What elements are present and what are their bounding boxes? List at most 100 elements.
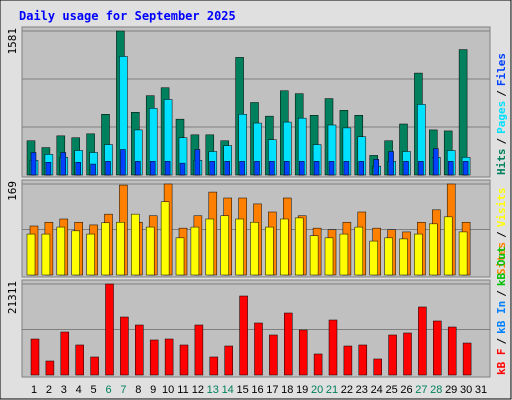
bar — [280, 218, 289, 276]
x-tick-label: 2 — [46, 384, 52, 396]
x-tick-label: 28 — [430, 384, 442, 396]
x-tick-label: 15 — [236, 384, 248, 396]
legend-entry: Pages — [495, 101, 508, 134]
bar — [284, 312, 293, 376]
x-tick-label: 13 — [207, 384, 219, 396]
legend-separator: / — [495, 231, 508, 238]
bar — [26, 233, 36, 276]
bar — [433, 320, 442, 376]
bar — [120, 149, 126, 176]
bar — [265, 226, 274, 276]
bar — [179, 162, 186, 176]
bar — [160, 201, 170, 276]
bar — [224, 161, 230, 176]
bar — [339, 233, 349, 276]
y-tick-label: 169 — [6, 181, 19, 201]
bar — [101, 222, 110, 276]
bar — [75, 161, 81, 176]
bar — [250, 221, 259, 276]
bar — [324, 237, 334, 276]
bar — [388, 334, 397, 376]
legend-entry: kB In — [495, 301, 508, 334]
x-tick-label: 7 — [120, 384, 126, 396]
bar — [220, 215, 229, 276]
bar — [294, 217, 304, 276]
bar — [309, 235, 319, 276]
x-tick-label: 21 — [326, 384, 338, 396]
x-tick-label: 6 — [105, 384, 111, 396]
bar — [369, 240, 378, 276]
bar — [209, 356, 219, 376]
bar — [30, 152, 37, 176]
bar — [131, 213, 140, 276]
bar — [45, 360, 55, 376]
bar — [373, 358, 382, 376]
bar — [358, 344, 368, 376]
bar — [71, 230, 80, 276]
y-tick-label: 21311 — [6, 281, 19, 314]
x-tick-label: 31 — [475, 384, 487, 396]
x-tick-label: 11 — [177, 384, 188, 396]
bar — [429, 223, 438, 276]
bar — [145, 226, 155, 276]
bar — [418, 161, 424, 176]
x-tick-label: 18 — [281, 384, 293, 396]
bar — [235, 218, 244, 276]
bar — [41, 233, 51, 276]
bar — [313, 161, 320, 176]
x-tick-label: 5 — [91, 384, 97, 396]
bar — [45, 161, 52, 176]
x-tick-label: 29 — [445, 384, 457, 396]
x-tick-label: 16 — [251, 384, 263, 396]
bar — [75, 344, 84, 376]
x-tick-label: 10 — [162, 384, 174, 396]
bar — [60, 331, 70, 376]
legend-separator: / — [495, 290, 508, 297]
legend-entry: Visits — [495, 188, 508, 228]
bar — [164, 338, 174, 376]
bar — [135, 161, 141, 176]
bar — [328, 161, 335, 176]
legend-separator: / — [495, 338, 508, 345]
bar — [224, 345, 233, 376]
x-tick-label: 27 — [415, 384, 427, 396]
bar — [105, 161, 111, 176]
x-tick-label: 20 — [311, 384, 323, 396]
legend: Sites / Visits — [495, 188, 508, 276]
bar — [403, 161, 409, 176]
bar — [179, 344, 189, 376]
bar — [254, 322, 263, 376]
x-tick-label: 23 — [356, 384, 368, 396]
bar — [399, 238, 408, 276]
bar — [284, 161, 290, 176]
bar — [239, 161, 245, 176]
bar — [462, 161, 469, 176]
x-tick-label: 24 — [371, 384, 383, 396]
x-tick-label: 30 — [460, 384, 472, 396]
bar — [313, 353, 323, 376]
x-tick-label: 22 — [341, 384, 353, 396]
x-tick-label: 25 — [385, 384, 397, 396]
bar — [447, 326, 457, 376]
bar — [164, 161, 171, 176]
bar — [149, 339, 159, 376]
bar — [298, 329, 308, 376]
bar — [90, 356, 99, 376]
x-tick-label: 19 — [296, 384, 308, 396]
bar — [194, 149, 201, 176]
bar — [175, 237, 185, 276]
bar — [328, 319, 338, 376]
bar — [458, 231, 468, 276]
x-tick-label: 14 — [222, 384, 234, 396]
bar — [209, 161, 216, 176]
bar — [458, 49, 468, 176]
legend-separator: / — [495, 90, 508, 97]
legend-entry: kB F — [495, 349, 508, 376]
bar — [462, 342, 472, 376]
bar — [384, 237, 393, 276]
legend-entry: Hits — [495, 149, 508, 176]
x-tick-label: 4 — [76, 384, 82, 396]
bar — [443, 216, 453, 276]
x-tick-label: 1 — [31, 384, 37, 396]
